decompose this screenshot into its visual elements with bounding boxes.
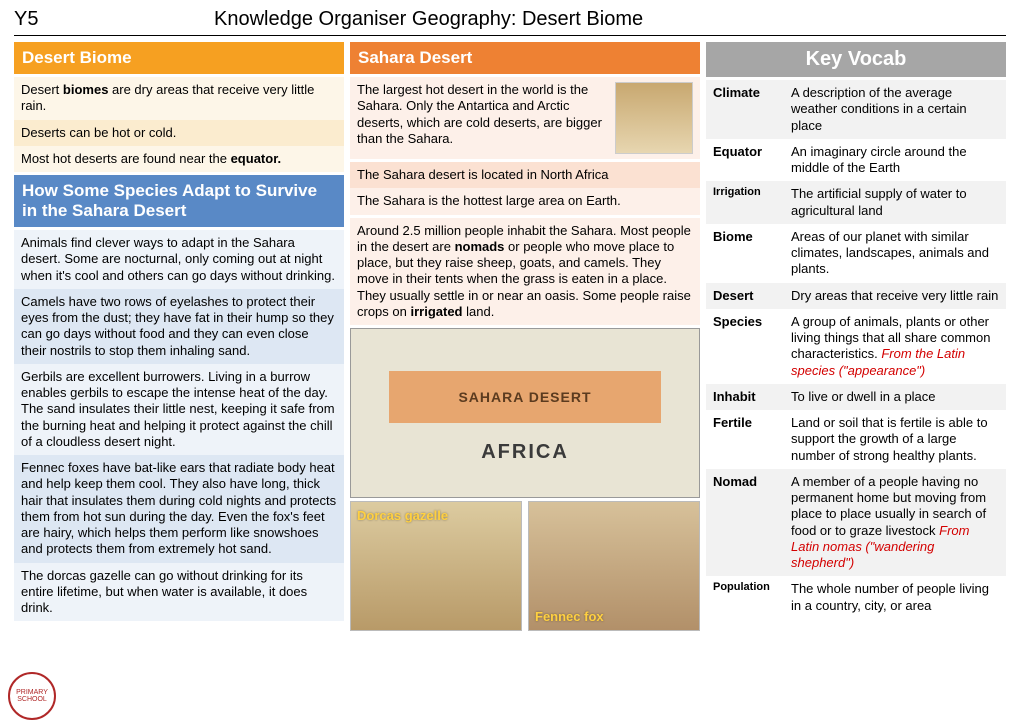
vocab-definition: A description of the average weather con…	[784, 80, 1006, 139]
vocab-etymology: From Latin nomas ("wandering shepherd")	[791, 523, 969, 571]
desert-biome-fact: Deserts can be hot or cold.	[14, 120, 344, 146]
school-logo-icon: PRIMARY SCHOOL	[8, 672, 56, 720]
vocab-definition: To live or dwell in a place	[784, 384, 1006, 410]
vocab-term: Fertile	[706, 410, 784, 469]
page-title-text: Knowledge Organiser Geography: Desert Bi…	[214, 8, 1006, 31]
fennec-image: Fennec fox	[528, 501, 700, 631]
vocab-definition: Areas of our planet with similar climate…	[784, 224, 1006, 283]
vocab-term: Inhabit	[706, 384, 784, 410]
vocab-term: Irrigation	[706, 181, 784, 224]
vocab-definition: A group of animals, plants or other livi…	[784, 309, 1006, 384]
vocab-row: PopulationThe whole number of people liv…	[706, 576, 1006, 619]
adaptation-fact: The dorcas gazelle can go without drinki…	[14, 563, 344, 622]
vocab-definition: The artificial supply of water to agricu…	[784, 181, 1006, 224]
vocab-term: Climate	[706, 80, 784, 139]
vocab-row: NomadA member of a people having no perm…	[706, 469, 1006, 577]
page-year: Y5	[14, 8, 214, 31]
vocab-row: ClimateA description of the average weat…	[706, 80, 1006, 139]
gazelle-caption: Dorcas gazelle	[353, 504, 452, 527]
column-desert-biome: Desert Biome Desert biomes are dry areas…	[14, 42, 344, 631]
vocab-definition: A member of a people having no permanent…	[784, 469, 1006, 577]
vocab-header: Key Vocab	[706, 42, 1006, 77]
vocab-term: Equator	[706, 139, 784, 182]
vocab-term: Nomad	[706, 469, 784, 577]
vocab-term: Biome	[706, 224, 784, 283]
vocab-row: SpeciesA group of animals, plants or oth…	[706, 309, 1006, 384]
vocab-definition: Dry areas that receive very little rain	[784, 283, 1006, 309]
vocab-row: InhabitTo live or dwell in a place	[706, 384, 1006, 410]
sahara-header: Sahara Desert	[350, 42, 700, 74]
adaptation-fact: Fennec foxes have bat-like ears that rad…	[14, 455, 344, 563]
vocab-row: DesertDry areas that receive very little…	[706, 283, 1006, 309]
desert-biome-fact: Most hot deserts are found near the equa…	[14, 146, 344, 172]
desert-biome-fact: Desert biomes are dry areas that receive…	[14, 77, 344, 120]
vocab-term: Population	[706, 576, 784, 619]
vocab-table: ClimateA description of the average weat…	[706, 80, 1006, 619]
page-title: Y5 Knowledge Organiser Geography: Desert…	[14, 8, 1006, 36]
desert-biome-header: Desert Biome	[14, 42, 344, 74]
vocab-row: BiomeAreas of our planet with similar cl…	[706, 224, 1006, 283]
adaptation-fact: Animals find clever ways to adapt in the…	[14, 230, 344, 289]
vocab-definition: The whole number of people living in a c…	[784, 576, 1006, 619]
vocab-row: IrrigationThe artificial supply of water…	[706, 181, 1006, 224]
sahara-map: SAHARA DESERT AFRICA	[350, 328, 700, 498]
camel-image	[615, 82, 693, 154]
gazelle-image: Dorcas gazelle	[350, 501, 522, 631]
adaptation-fact: Camels have two rows of eyelashes to pro…	[14, 289, 344, 364]
sahara-nomads: Around 2.5 million people inhabit the Sa…	[350, 218, 700, 326]
map-sahara-label: SAHARA DESERT	[458, 389, 591, 405]
vocab-term: Desert	[706, 283, 784, 309]
adapt-header: How Some Species Adapt to Survive in the…	[14, 175, 344, 227]
sahara-fact: The Sahara is the hottest large area on …	[350, 188, 700, 214]
sahara-largest-desert: The largest hot desert in the world is t…	[350, 77, 700, 159]
vocab-row: EquatorAn imaginary circle around the mi…	[706, 139, 1006, 182]
vocab-etymology: From the Latin species ("appearance")	[791, 346, 965, 377]
adaptation-fact: Gerbils are excellent burrowers. Living …	[14, 364, 344, 455]
sahara-largest-text: The largest hot desert in the world is t…	[357, 82, 609, 154]
vocab-definition: Land or soil that is fertile is able to …	[784, 410, 1006, 469]
vocab-row: FertileLand or soil that is fertile is a…	[706, 410, 1006, 469]
column-vocab: Key Vocab ClimateA description of the av…	[706, 42, 1006, 631]
map-africa-label: AFRICA	[481, 441, 569, 464]
vocab-definition: An imaginary circle around the middle of…	[784, 139, 1006, 182]
column-sahara: Sahara Desert The largest hot desert in …	[350, 42, 700, 631]
fennec-caption: Fennec fox	[531, 605, 608, 628]
vocab-term: Species	[706, 309, 784, 384]
sahara-fact: The Sahara desert is located in North Af…	[350, 162, 700, 188]
